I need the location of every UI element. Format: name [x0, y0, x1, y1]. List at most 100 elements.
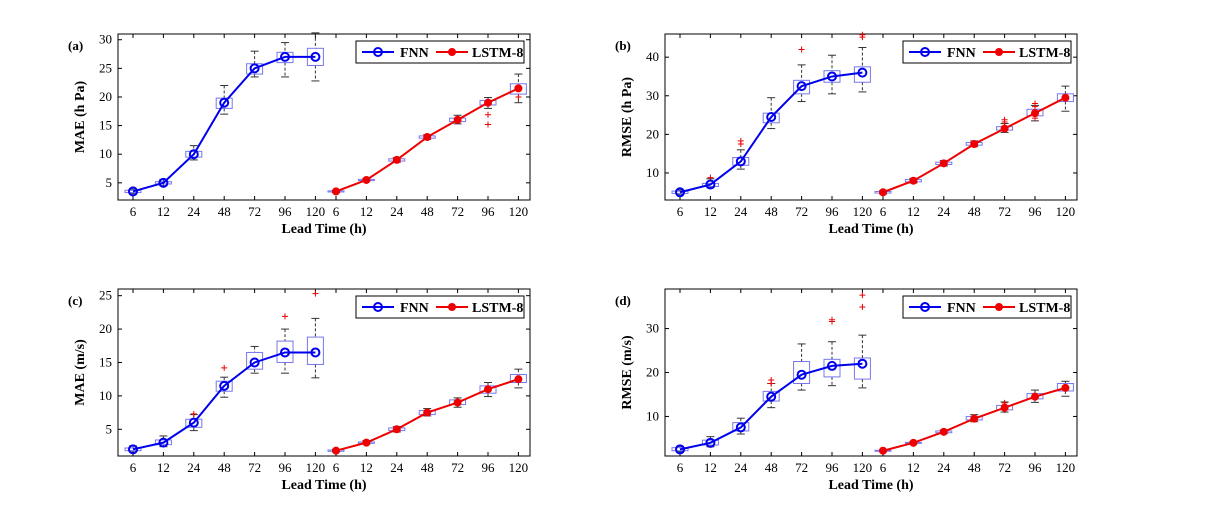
y-tick-label: 20	[99, 321, 112, 336]
fnn-series-line	[679, 362, 863, 451]
x-tick-label: 72	[795, 204, 808, 219]
y-tick-label: 30	[646, 88, 659, 103]
y-axis-label: MAE (h Pa)	[73, 81, 88, 154]
legend: FNN LSTM-8	[355, 295, 525, 319]
box-iqr	[124, 189, 142, 194]
panel-label: (d)	[615, 293, 631, 308]
y-tick-label: 25	[99, 288, 112, 303]
legend-fnn-label: FNN	[947, 46, 976, 61]
x-tick-label: 120	[306, 460, 326, 475]
x-tick-label: 12	[704, 204, 717, 219]
x-tick-label: 6	[130, 460, 137, 475]
lstm-data-point	[484, 98, 492, 107]
x-tick-label: 96	[1029, 460, 1043, 475]
x-tick-label: 12	[157, 204, 170, 219]
lstm-data-point	[909, 438, 918, 447]
legend: FNN LSTM-8	[355, 40, 525, 64]
panel-label: (a)	[68, 38, 83, 53]
x-tick-label: 24	[187, 460, 201, 475]
y-tick-label: 10	[99, 146, 112, 161]
legend-fnn-label: FNN	[947, 301, 976, 316]
box-outlier-marker	[798, 46, 805, 53]
box-iqr	[154, 439, 172, 446]
box-iqr	[701, 439, 719, 446]
box-outlier-marker	[1032, 103, 1038, 110]
x-tick-label: 24	[937, 204, 951, 219]
x-tick-label: 72	[795, 460, 808, 475]
lstm-data-point	[453, 115, 462, 124]
y-tick-label: 30	[646, 321, 659, 336]
legend: FNN LSTM-8	[902, 40, 1072, 64]
box-iqr	[124, 447, 142, 452]
fnn-data-point	[766, 391, 777, 402]
box-outlier-marker	[221, 364, 228, 371]
fnn-series-line	[679, 71, 863, 194]
fnn-data-point	[280, 51, 290, 62]
y-tick-label: 40	[646, 49, 659, 64]
x-tick-label: 120	[1056, 204, 1076, 219]
x-tick-label: 24	[390, 460, 404, 475]
y-tick-label: 10	[646, 165, 659, 180]
x-tick-label: 6	[880, 460, 887, 475]
box-iqr	[306, 336, 324, 365]
x-axis-label: Lead Time (h)	[828, 478, 913, 493]
y-tick-label: 20	[646, 126, 659, 141]
x-tick-label: 24	[187, 204, 201, 219]
y-axis-label: RMSE (m/s)	[620, 335, 635, 410]
x-tick-label: 72	[998, 460, 1011, 475]
x-tick-label: 12	[360, 460, 373, 475]
y-tick-label: 15	[99, 354, 112, 369]
box-outlier-marker	[859, 31, 866, 38]
y-tick-label: 10	[99, 388, 112, 403]
x-tick-label: 48	[218, 460, 231, 475]
legend-fnn-marker	[373, 302, 383, 312]
fnn-data-point	[705, 437, 716, 448]
x-tick-label: 24	[390, 204, 404, 219]
box-outlier-marker	[737, 137, 744, 144]
plot-area-frame	[664, 33, 1078, 201]
x-tick-label: 120	[509, 204, 529, 219]
x-tick-label: 72	[248, 460, 261, 475]
x-axis-label: Lead Time (h)	[281, 478, 366, 493]
x-tick-label: 120	[509, 460, 529, 475]
lstm-data-point	[362, 175, 371, 184]
fnn-data-point	[705, 179, 716, 190]
box-iqr	[793, 79, 811, 95]
lstm-data-point	[879, 446, 887, 455]
box-iqr	[671, 190, 689, 194]
panel-label: (b)	[615, 38, 631, 53]
chart-panel-3: 5 10 15 20 25 6 12 24 48 72 96 120 6 12 24 48 72 96 120 Lea…	[68, 288, 531, 493]
box-outlier-marker	[859, 292, 866, 299]
box-outlier-marker	[829, 316, 835, 323]
x-tick-label: 12	[704, 460, 717, 475]
legend-fnn-marker	[373, 47, 383, 57]
y-tick-label: 20	[99, 89, 112, 104]
fnn-data-point	[796, 369, 807, 380]
plot-area-frame	[117, 288, 531, 457]
box-outlier-marker	[282, 313, 288, 320]
legend-lstm-label: LSTM-8	[1019, 301, 1070, 316]
box-outlier-marker	[485, 111, 491, 118]
x-tick-label: 48	[968, 204, 981, 219]
x-tick-label: 48	[421, 204, 434, 219]
x-tick-label: 6	[130, 204, 137, 219]
lstm-data-point	[1031, 392, 1039, 401]
y-axis-label: RMSE (h Pa)	[620, 77, 635, 157]
y-tick-label: 5	[106, 421, 113, 436]
lstm-data-point	[970, 140, 979, 149]
box-outlier-marker	[485, 121, 491, 128]
x-tick-label: 12	[907, 204, 920, 219]
lstm-data-point	[332, 187, 340, 196]
x-tick-label: 6	[333, 204, 340, 219]
lstm-data-point	[423, 408, 432, 417]
fnn-data-point	[310, 51, 321, 62]
x-tick-label: 96	[482, 204, 496, 219]
x-axis-label: Lead Time (h)	[828, 222, 913, 237]
plot-area-frame	[117, 33, 531, 201]
lstm-data-point	[939, 159, 948, 168]
fnn-data-point	[280, 347, 290, 358]
box-outlier-marker	[312, 290, 319, 297]
x-tick-label: 12	[360, 204, 373, 219]
lstm-data-point	[909, 176, 918, 185]
